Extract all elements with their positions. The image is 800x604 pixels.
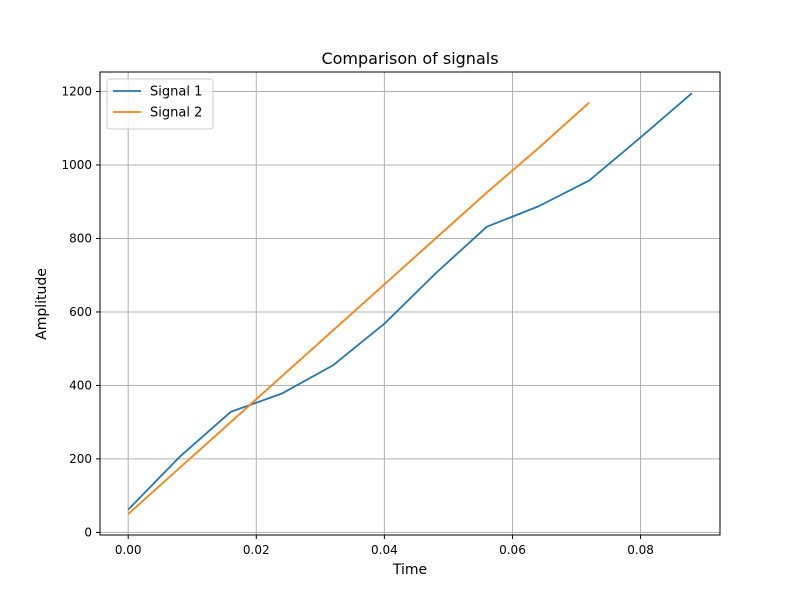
y-tick-label: 600 — [69, 305, 92, 319]
legend-label-1: Signal 1 — [150, 85, 202, 100]
x-tick-label: 0.08 — [627, 543, 654, 557]
x-axis-label: Time — [392, 562, 427, 578]
x-tick-label: 0.02 — [243, 543, 270, 557]
chart-title: Comparison of signals — [321, 49, 498, 68]
x-tick-label: 0.00 — [115, 543, 142, 557]
grid-lines — [100, 72, 720, 535]
y-axis-label: Amplitude — [34, 268, 50, 340]
plot-frame — [99, 71, 721, 536]
x-tick-label: 0.04 — [371, 543, 398, 557]
x-axis-ticks: 0.00 0.02 0.04 0.06 0.08 — [115, 535, 654, 557]
y-tick-label: 400 — [69, 378, 92, 392]
legend: Signal 1 Signal 2 — [106, 78, 214, 130]
y-tick-label: 200 — [69, 452, 92, 466]
series-line-1 — [127, 92, 693, 511]
y-tick-label: 1000 — [61, 158, 92, 172]
series-lines — [127, 92, 693, 515]
y-tick-label: 800 — [69, 231, 92, 245]
legend-label-2: Signal 2 — [150, 106, 202, 121]
x-tick-label: 0.06 — [499, 543, 526, 557]
y-tick-label: 0 — [84, 525, 92, 539]
y-axis-ticks: 0 200 400 600 800 1000 1200 — [61, 84, 100, 539]
y-tick-label: 1200 — [61, 84, 92, 98]
series-line-2 — [127, 101, 590, 515]
